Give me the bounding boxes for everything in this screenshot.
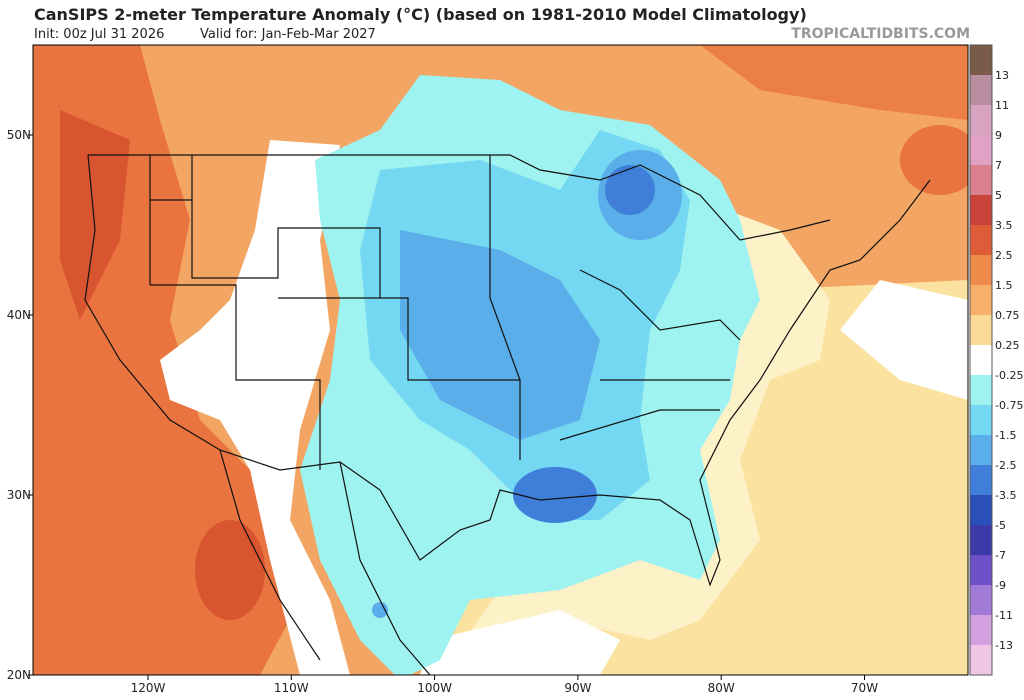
lat-label: 30N — [7, 488, 31, 502]
legend-swatch — [970, 195, 992, 226]
legend-swatch — [970, 465, 992, 496]
legend-swatch — [970, 555, 992, 586]
legend-label: 5 — [995, 189, 1002, 202]
legend-swatch — [970, 615, 992, 646]
legend-swatch — [970, 165, 992, 196]
borders — [84, 154, 931, 675]
lon-label: 70W — [851, 681, 878, 695]
legend-swatch — [970, 375, 992, 406]
legend-swatch — [970, 135, 992, 166]
title: CanSIPS 2-meter Temperature Anomaly (°C)… — [34, 5, 807, 24]
legend-swatch — [970, 345, 992, 376]
legend-swatch — [970, 645, 992, 676]
legend-label: 0.25 — [995, 339, 1020, 352]
legend-label: -9 — [995, 579, 1006, 592]
init: Init: 00z Jul 31 2026 — [34, 27, 164, 42]
lon-label: 90W — [564, 681, 591, 695]
legend-label: -1.5 — [995, 429, 1016, 442]
legend-label: 0.75 — [995, 309, 1020, 322]
legend-swatch — [970, 315, 992, 346]
legend-label: -5 — [995, 519, 1006, 532]
legend-swatch — [970, 75, 992, 106]
legend-label: 1.5 — [995, 279, 1013, 292]
legend-label: 7 — [995, 159, 1002, 172]
legend-swatch — [970, 225, 992, 256]
legend-label: -13 — [995, 639, 1013, 652]
map — [33, 45, 968, 675]
legend-label: 2.5 — [995, 249, 1013, 262]
legend-label: 13 — [995, 69, 1009, 82]
valid: Valid for: Jan-Feb-Mar 2027 — [200, 27, 376, 42]
legend-swatch — [970, 285, 992, 316]
legend-swatch — [970, 405, 992, 436]
legend-swatch — [970, 435, 992, 466]
lon-label: 110W — [274, 681, 309, 695]
site: TROPICALTIDBITS.COM — [791, 26, 970, 42]
lat-label: 40N — [7, 308, 31, 322]
legend-label: -11 — [995, 609, 1013, 622]
lon-label: 100W — [417, 681, 452, 695]
legend-label: 3.5 — [995, 219, 1013, 232]
legend-swatch — [970, 255, 992, 286]
map-frame — [32, 44, 969, 676]
legend-label: -7 — [995, 549, 1006, 562]
legend-swatch — [970, 525, 992, 556]
lon-label: 120W — [131, 681, 166, 695]
lon-label: 80W — [708, 681, 735, 695]
legend-label: 11 — [995, 99, 1009, 112]
legend-label: -0.25 — [995, 369, 1023, 382]
legend-swatch — [970, 585, 992, 616]
lat-label: 50N — [7, 128, 31, 142]
legend-swatch — [970, 105, 992, 136]
legend-label: 9 — [995, 129, 1002, 142]
lat-label: 20N — [7, 668, 31, 682]
legend-label: -0.75 — [995, 399, 1023, 412]
legend-frame — [969, 44, 993, 676]
legend-swatch — [970, 495, 992, 526]
legend-swatch — [970, 45, 992, 76]
legend-label: -2.5 — [995, 459, 1016, 472]
legend-label: -3.5 — [995, 489, 1016, 502]
